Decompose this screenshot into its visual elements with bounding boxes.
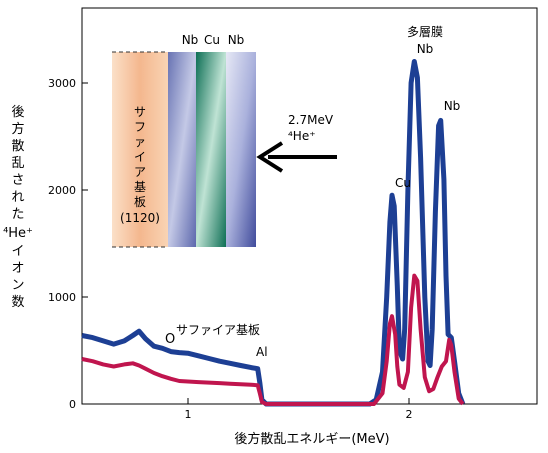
arrow-head [256,141,284,173]
nb-layer-1 [168,52,196,247]
cu-layer [196,52,226,247]
y-label-char: ン [11,278,24,293]
substrate-o-symbol: O [165,332,175,347]
substrate-name-char: フ [134,120,146,134]
substrate-name-char: 基 [134,180,146,194]
y-label-char: 乱 [11,156,24,171]
substrate-name-char: イ [134,150,146,164]
y-label-char: イ [11,244,24,259]
nb-layer-2 [226,52,256,247]
substrate-name: サ フ ァ イ ア 基 板 (1120) [120,105,160,225]
y-tick-label-2000: 2000 [48,184,76,197]
y-axis: 0 1000 2000 3000 [48,77,88,411]
peak-label-cu: Cu [395,176,411,190]
x-tick-label-2: 2 [406,408,413,421]
substrate-label: サファイア基板 [176,323,260,337]
y-label-char: 散 [11,139,24,154]
y-tick-label-1000: 1000 [48,291,76,304]
substrate-name-char: ア [134,165,146,179]
layer-label-nb-2: Nb [228,33,245,47]
y-label-char: 後 [11,105,24,120]
y-label-char: さ [11,173,24,188]
beam-energy: 2.7MeV [288,113,334,127]
y-label-char: オ [11,261,24,276]
series-line-1 [81,273,465,406]
series-line-0 [81,59,466,407]
substrate-name-char: サ [134,105,146,119]
y-label-char: 方 [11,121,24,137]
y-tick-label-3000: 3000 [48,77,76,90]
y-axis-label: 後 方 散 乱 さ れ た ⁴He⁺ イ オ ン 数 [3,105,33,310]
substrate-block [112,52,168,247]
peak-label-nb-main: Nb [417,42,434,56]
peak-label-multilayer: 多層膜 [407,25,443,39]
beam-arrow: 2.7MeV ⁴He⁺ [256,113,337,173]
substrate-al-label: Al [256,345,268,359]
sample-inset: Nb Cu Nb サ フ ァ イ ア 基 板 (1120) [112,33,256,248]
x-axis: 1 2 後方散乱エネルギー(MeV) [185,398,413,447]
layer-label-nb-1: Nb [182,33,199,47]
y-label-char: 数 [11,295,24,310]
substrate-name-char: 板 [134,195,146,209]
y-tick-label-0: 0 [69,398,76,411]
substrate-name-char: ァ [134,135,146,149]
y-label-ion: ⁴He⁺ [3,226,33,241]
y-label-char: た [11,207,24,222]
layer-label-cu: Cu [204,33,220,47]
peak-label-nb-right: Nb [444,99,461,113]
series-layer [81,59,466,407]
y-label-char: れ [11,190,24,205]
x-axis-label: 後方散乱エネルギー(MeV) [234,431,389,447]
beam-ion: ⁴He⁺ [288,129,316,143]
x-tick-label-1: 1 [185,408,192,421]
substrate-orientation: (1120) [120,211,160,225]
